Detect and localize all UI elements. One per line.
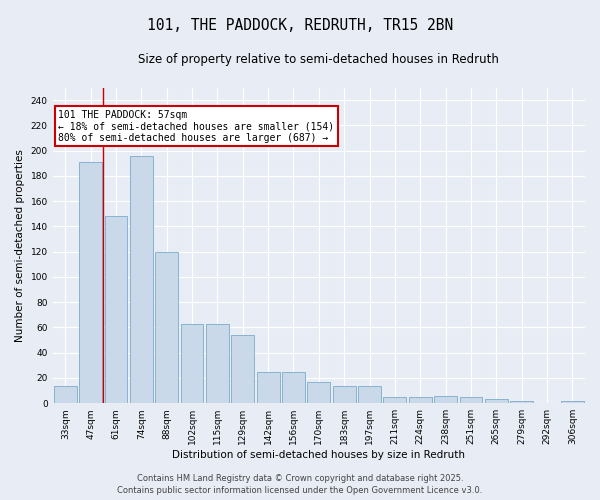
Bar	[130, 156, 153, 403]
Bar	[510, 400, 533, 403]
Bar	[181, 324, 203, 403]
Bar	[383, 397, 406, 403]
Bar	[54, 386, 77, 403]
Bar	[358, 386, 381, 403]
Text: 101, THE PADDOCK, REDRUTH, TR15 2BN: 101, THE PADDOCK, REDRUTH, TR15 2BN	[147, 18, 453, 32]
Bar	[155, 252, 178, 403]
Bar	[485, 400, 508, 403]
Bar	[409, 397, 431, 403]
Bar	[460, 397, 482, 403]
Bar	[232, 335, 254, 403]
Bar	[79, 162, 102, 403]
Bar	[434, 396, 457, 403]
Text: 101 THE PADDOCK: 57sqm
← 18% of semi-detached houses are smaller (154)
80% of se: 101 THE PADDOCK: 57sqm ← 18% of semi-det…	[58, 110, 334, 143]
Title: Size of property relative to semi-detached houses in Redruth: Size of property relative to semi-detach…	[139, 52, 499, 66]
Bar	[257, 372, 280, 403]
X-axis label: Distribution of semi-detached houses by size in Redruth: Distribution of semi-detached houses by …	[172, 450, 466, 460]
Bar	[282, 372, 305, 403]
Bar	[333, 386, 356, 403]
Text: Contains HM Land Registry data © Crown copyright and database right 2025.
Contai: Contains HM Land Registry data © Crown c…	[118, 474, 482, 495]
Bar	[307, 382, 330, 403]
Bar	[561, 400, 584, 403]
Bar	[104, 216, 127, 403]
Bar	[206, 324, 229, 403]
Y-axis label: Number of semi-detached properties: Number of semi-detached properties	[15, 149, 25, 342]
